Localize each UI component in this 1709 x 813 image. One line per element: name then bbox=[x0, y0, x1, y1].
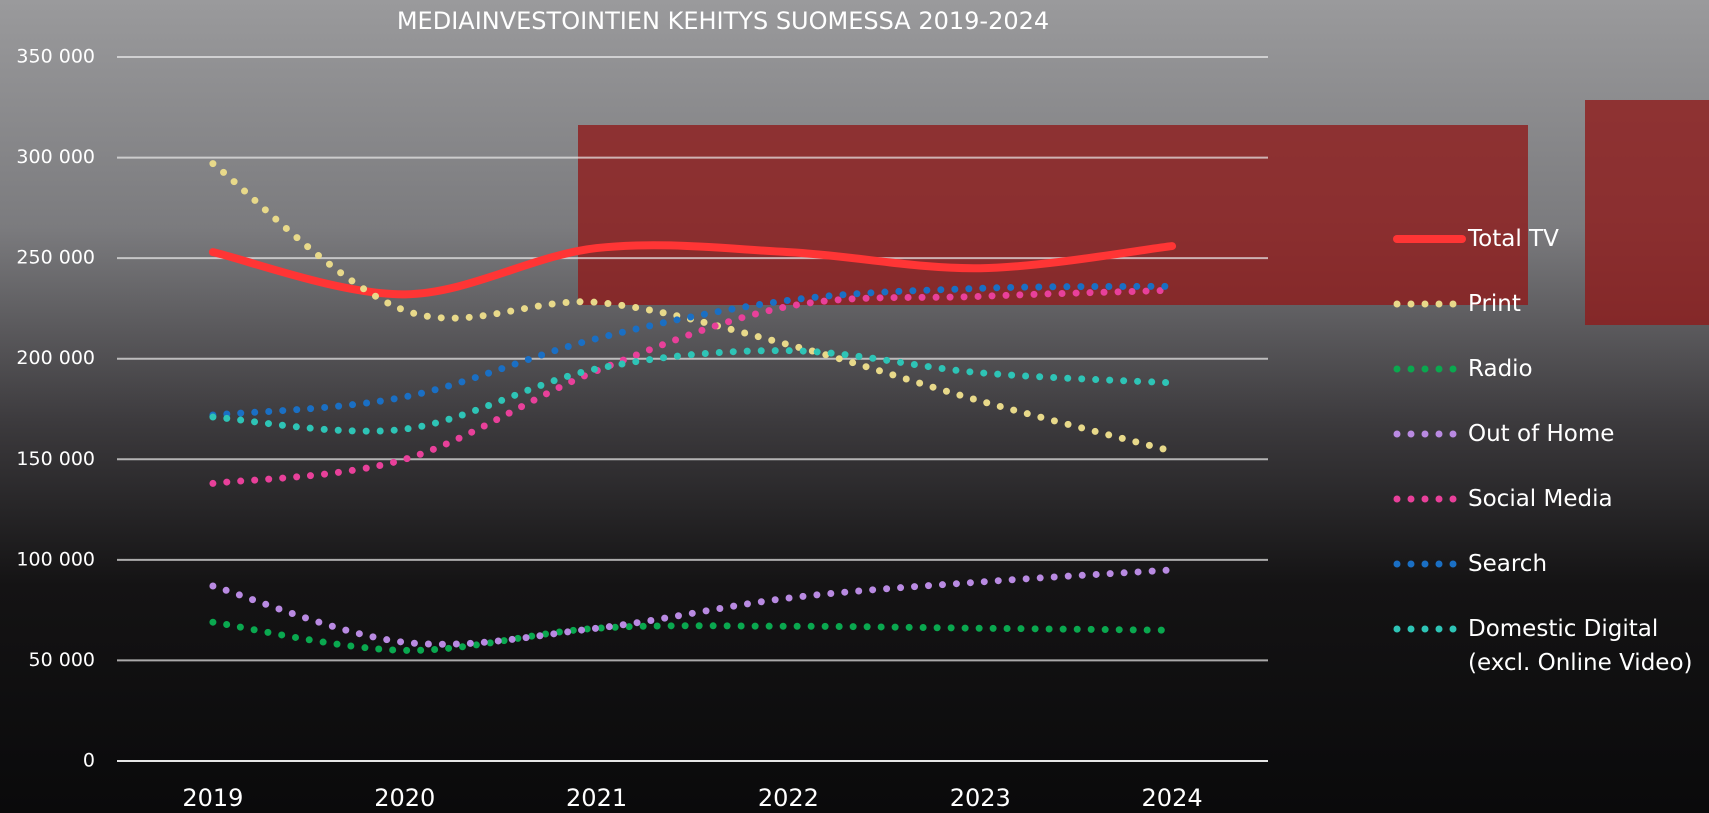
series-line bbox=[209, 286, 1176, 487]
legend: Total TV Print Radio Out of Home Social Medi… bbox=[1392, 225, 1698, 680]
legend-item: Radio bbox=[1392, 355, 1698, 420]
legend-label: Search bbox=[1468, 551, 1548, 577]
y-tick-label: 300 000 bbox=[16, 146, 95, 168]
backdrop bbox=[578, 125, 1528, 305]
series-line bbox=[209, 282, 1176, 419]
y-tick-label: 100 000 bbox=[16, 548, 95, 570]
legend-label: Out of Home bbox=[1468, 421, 1615, 447]
legend-swatch bbox=[1393, 560, 1466, 568]
y-tick-label: 350 000 bbox=[16, 46, 95, 68]
legend-label: Radio bbox=[1468, 356, 1533, 382]
series-line bbox=[208, 241, 1177, 299]
legend-swatch bbox=[1393, 300, 1466, 308]
x-tick-label: 2020 bbox=[374, 784, 435, 812]
series-line bbox=[209, 347, 1176, 435]
y-tick-label: 250 000 bbox=[16, 247, 95, 269]
legend-swatch bbox=[1393, 235, 1466, 243]
legend-label: Print bbox=[1468, 291, 1521, 317]
series-line bbox=[209, 160, 1176, 455]
legend-item: Social Media bbox=[1392, 485, 1698, 550]
x-tick-label: 2023 bbox=[950, 784, 1011, 812]
x-tick-label: 2022 bbox=[758, 784, 819, 812]
y-tick-label: 0 bbox=[83, 750, 95, 772]
x-tick-label: 2021 bbox=[566, 784, 627, 812]
legend-swatch bbox=[1393, 625, 1466, 633]
series-line bbox=[209, 566, 1176, 648]
legend-item: Out of Home bbox=[1392, 420, 1698, 485]
legend-swatch bbox=[1393, 430, 1466, 438]
x-tick-label: 2019 bbox=[182, 784, 243, 812]
y-tick-label: 200 000 bbox=[16, 347, 95, 369]
legend-item: Total TV bbox=[1392, 225, 1698, 290]
legend-item: Search bbox=[1392, 550, 1698, 615]
legend-label: Total TV bbox=[1468, 226, 1559, 252]
backdrop bbox=[1585, 100, 1709, 325]
x-tick-label: 2024 bbox=[1142, 784, 1203, 812]
legend-swatch bbox=[1393, 365, 1466, 373]
y-tick-label: 50 000 bbox=[29, 649, 95, 671]
chart-title: MEDIAINVESTOINTIEN KEHITYS SUOMESSA 2019… bbox=[397, 7, 1049, 35]
y-tick-label: 150 000 bbox=[16, 448, 95, 470]
legend-label: Domestic Digital (excl. Online Video) bbox=[1468, 616, 1693, 676]
legend-item: Print bbox=[1392, 290, 1698, 355]
legend-swatch bbox=[1393, 495, 1466, 503]
series-line bbox=[209, 618, 1176, 654]
legend-item: Domestic Digital (excl. Online Video) bbox=[1392, 615, 1698, 680]
legend-label: Social Media bbox=[1468, 486, 1613, 512]
